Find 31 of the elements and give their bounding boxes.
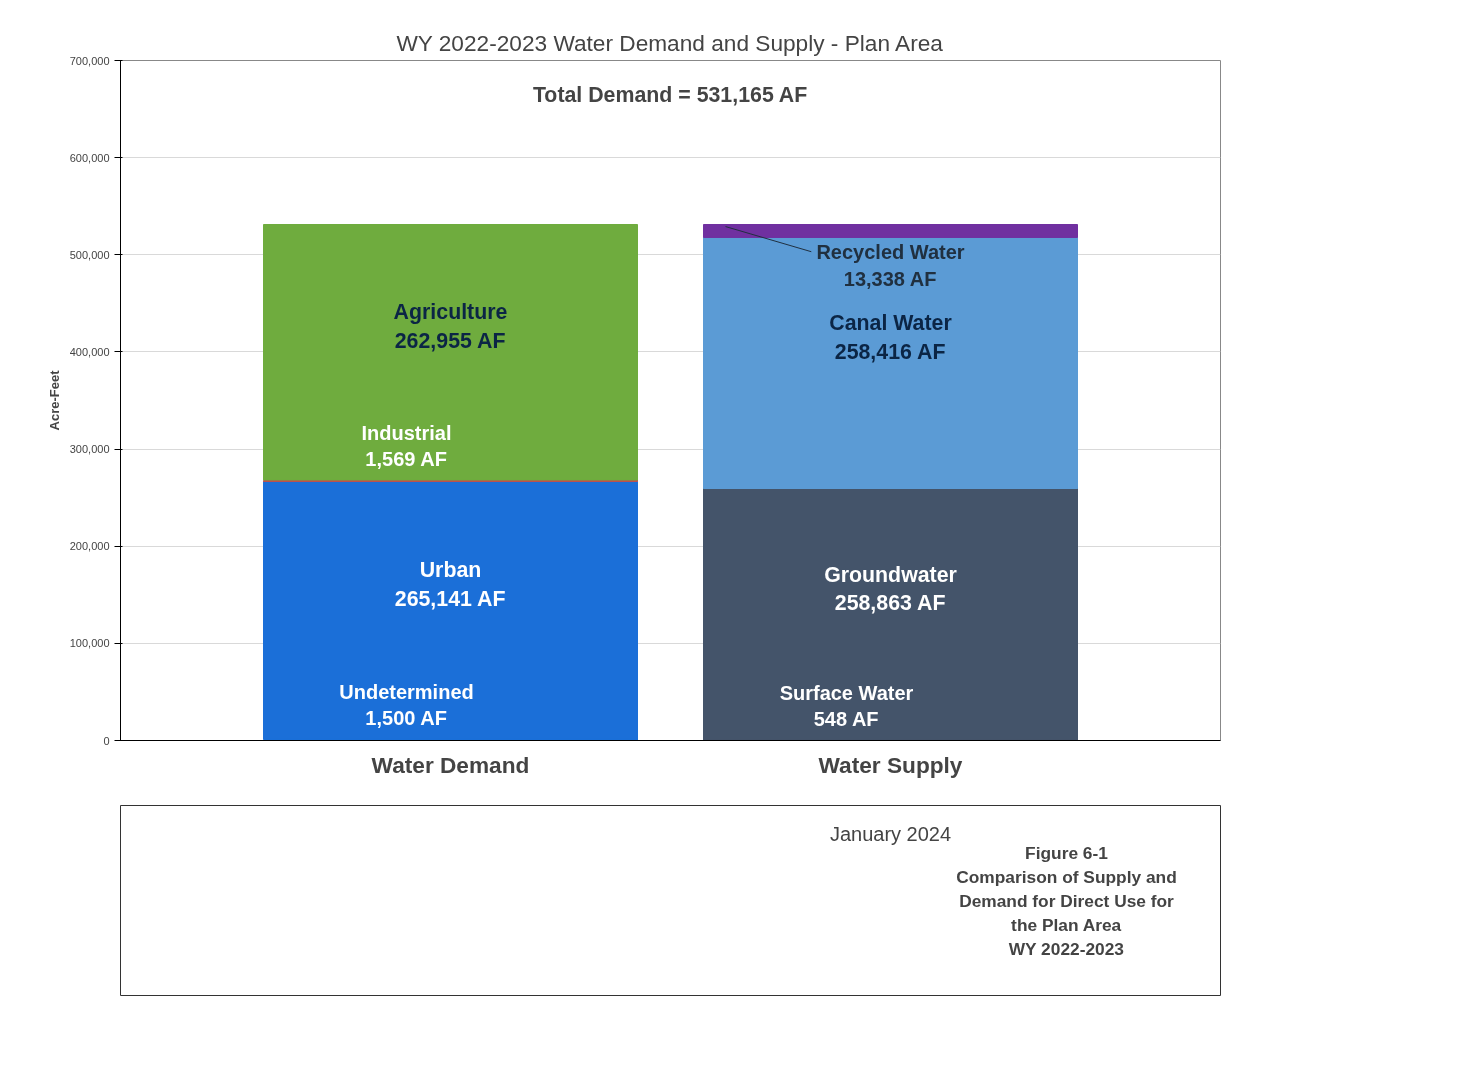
- y-tick-label: 200,000: [69, 540, 110, 553]
- text: January 2024: [829, 823, 952, 845]
- data-label: 258,416 AF: [834, 340, 946, 365]
- data-label: 265,141 AF: [394, 586, 506, 611]
- y-tick-label: 600,000: [69, 151, 110, 164]
- data-label: 1,569 AF: [365, 448, 447, 471]
- data-label: 258,863 AF: [834, 591, 946, 616]
- series-label: Urban: [419, 558, 482, 583]
- data-label: 13,338 AF: [843, 267, 937, 290]
- caption: Figure 6-1 Comparison of Supply and Demand for Direct Use for the Plan Area WY 2022-2023: [956, 842, 1177, 959]
- series-label: Groundwater: [824, 562, 957, 587]
- x-tick-label: Water Supply: [818, 751, 963, 778]
- y-tick-label: 500,000: [69, 248, 110, 261]
- series-label: Recycled Water: [816, 241, 965, 264]
- series-label: Agriculture: [393, 300, 508, 325]
- data-label: 1,500 AF: [365, 707, 447, 730]
- series-label: Surface Water: [779, 681, 914, 704]
- x-tick-label: Water Demand: [371, 751, 530, 778]
- y-tick-label: 700,000: [69, 54, 110, 67]
- y-axis-title: Acre-Feet: [46, 369, 62, 431]
- data-label: 548 AF: [813, 708, 879, 731]
- series-label: Industrial: [361, 421, 452, 444]
- series-label: Canal Water: [829, 311, 952, 336]
- annotation: Total Demand = 531,165 AF: [532, 82, 808, 107]
- series-label: Undetermined: [339, 680, 474, 703]
- y-tick-label: 400,000: [69, 345, 110, 358]
- y-tick-label: 0: [103, 734, 110, 747]
- y-tick-label: 100,000: [69, 637, 110, 650]
- chart-title: WY 2022-2023 Water Demand and Supply - Plan Area: [396, 29, 944, 56]
- y-tick-label: 300,000: [69, 443, 110, 456]
- data-label: 262,955 AF: [394, 329, 506, 354]
